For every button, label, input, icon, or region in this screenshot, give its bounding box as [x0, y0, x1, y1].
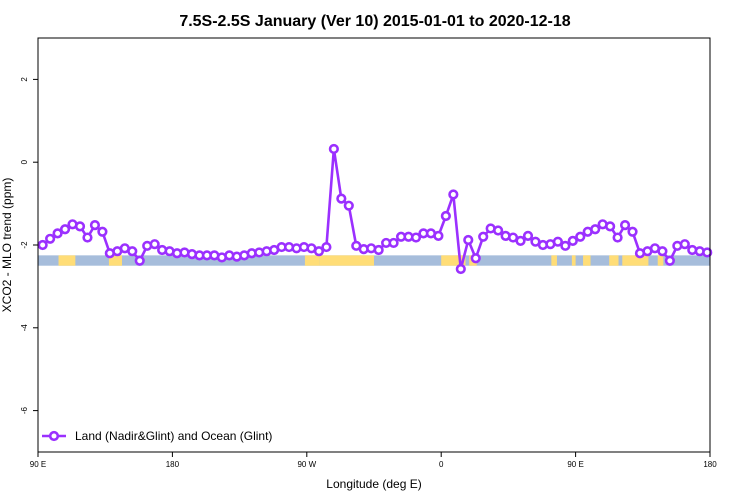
- y-axis-label: XCO2 - MLO trend (ppm): [0, 178, 14, 313]
- land-segment: [622, 255, 649, 266]
- y-tick-label: 0: [20, 159, 29, 164]
- x-tick-label: 90 E: [567, 460, 583, 469]
- data-point: [328, 143, 339, 155]
- data-point: [373, 244, 384, 256]
- chart-title: 7.5S-2.5S January (Ver 10) 2015-01-01 to…: [179, 13, 570, 30]
- data-point: [74, 221, 86, 232]
- data-point: [97, 226, 108, 237]
- data-point: [336, 193, 347, 204]
- land-segment: [304, 255, 320, 266]
- data-point: [590, 224, 601, 235]
- land-segment: [609, 255, 619, 266]
- land-segment: [657, 255, 664, 266]
- data-point: [149, 239, 160, 250]
- data-point: [455, 263, 466, 275]
- y-tick-label: -6: [20, 406, 29, 414]
- x-tick-label: 90 W: [297, 460, 316, 469]
- data-point: [560, 240, 571, 251]
- data-point: [627, 226, 638, 237]
- data-point: [470, 253, 481, 264]
- data-point: [619, 220, 631, 231]
- data-point: [37, 239, 48, 251]
- land-segment: [108, 255, 122, 266]
- data-point: [657, 246, 668, 257]
- y-tick-label: 2: [20, 77, 29, 82]
- y-axis: 2 0 -2 -4 -6: [20, 77, 38, 414]
- data-point: [82, 232, 93, 243]
- data-point: [463, 234, 474, 246]
- land-segment: [441, 255, 466, 266]
- data-point: [59, 224, 71, 235]
- data-point: [440, 210, 451, 222]
- data-point: [493, 225, 504, 236]
- y-tick-label: -2: [20, 241, 29, 249]
- data-point: [134, 255, 145, 266]
- data-point: [552, 236, 563, 247]
- data-point: [343, 200, 354, 211]
- data-point: [89, 220, 101, 231]
- x-tick-label: 180: [703, 460, 717, 469]
- series-layer: [37, 143, 713, 275]
- data-point: [664, 255, 675, 266]
- data-point: [313, 246, 325, 257]
- y-tick-label: -4: [20, 324, 29, 332]
- data-point: [575, 231, 586, 242]
- data-point: [605, 221, 616, 232]
- land-segment: [58, 255, 76, 266]
- land-segment: [551, 255, 557, 266]
- x-tick-label: 90 E: [30, 460, 46, 469]
- data-point: [410, 232, 422, 243]
- x-axis-label: Longitude (deg E): [326, 477, 421, 491]
- legend-marker: [48, 430, 60, 442]
- land-segment: [583, 255, 591, 266]
- land-segment: [319, 255, 374, 266]
- data-point: [567, 235, 578, 246]
- data-point: [52, 228, 63, 239]
- legend: Land (Nadir&Glint) and Ocean (Glint): [42, 429, 272, 443]
- x-tick-label: 0: [439, 460, 444, 469]
- data-point: [433, 230, 444, 241]
- data-point: [388, 237, 399, 249]
- data-point: [679, 239, 690, 250]
- data-point: [127, 246, 138, 257]
- x-axis: 90 E 180 90 W 0 90 E 180: [30, 452, 717, 469]
- data-point: [45, 233, 56, 244]
- data-point: [515, 235, 526, 246]
- data-point: [702, 247, 713, 258]
- data-point: [321, 241, 332, 253]
- data-point: [612, 232, 623, 243]
- data-point: [448, 189, 459, 200]
- legend-label: Land (Nadir&Glint) and Ocean (Glint): [75, 429, 272, 443]
- data-point: [478, 231, 489, 242]
- data-point: [522, 230, 534, 241]
- x-tick-label: 180: [166, 460, 180, 469]
- land-segment: [571, 255, 576, 266]
